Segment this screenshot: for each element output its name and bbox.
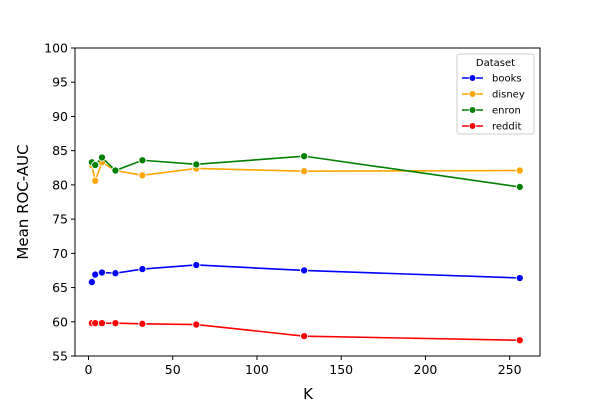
- data-point-enron-7: [515, 182, 524, 191]
- legend: Dataset books disney enron reddit: [456, 53, 535, 135]
- data-point-books-1: [91, 270, 100, 279]
- legend-box: [456, 53, 535, 135]
- y-tick-label: 100: [44, 41, 68, 56]
- y-axis-label: Mean ROC-AUC: [14, 144, 32, 259]
- data-point-reddit-3: [111, 319, 120, 328]
- data-point-reddit-5: [192, 320, 201, 329]
- y-tick-label: 90: [52, 109, 68, 124]
- x-tick-label: 250: [498, 362, 522, 377]
- x-tick-label: 200: [414, 362, 438, 377]
- data-point-disney-1: [91, 176, 100, 185]
- data-point-enron-5: [192, 160, 201, 169]
- legend-label-enron: enron: [492, 106, 521, 117]
- legend-title: Dataset: [476, 58, 515, 69]
- data-point-books-3: [111, 269, 120, 278]
- data-point-enron-3: [111, 166, 120, 175]
- legend-label-reddit: reddit: [492, 122, 522, 133]
- x-tick-label: 100: [245, 362, 269, 377]
- data-point-reddit-1: [91, 319, 100, 328]
- data-point-books-6: [300, 266, 309, 275]
- y-tick-label: 65: [52, 280, 68, 295]
- x-axis-label: K: [303, 385, 314, 400]
- legend-label-disney: disney: [492, 90, 525, 101]
- data-point-books-2: [97, 268, 107, 277]
- data-point-disney-4: [138, 171, 147, 180]
- legend-marker-books: [468, 74, 477, 82]
- data-point-enron-2: [97, 153, 107, 162]
- legend-label-books: books: [492, 74, 522, 85]
- x-tick-label: 50: [165, 362, 181, 377]
- data-point-reddit-4: [138, 319, 147, 328]
- data-point-enron-6: [300, 152, 309, 161]
- data-point-books-0: [87, 278, 96, 287]
- data-point-reddit-2: [97, 319, 107, 328]
- x-tick-label: 0: [85, 362, 93, 377]
- y-tick-label: 60: [52, 314, 68, 329]
- plot-frame: [74, 47, 541, 357]
- y-tick-label: 80: [52, 177, 68, 192]
- data-point-reddit-6: [300, 332, 309, 341]
- legend-marker-disney: [468, 90, 477, 98]
- y-tick-label: 55: [52, 349, 68, 364]
- plot-area: [87, 152, 524, 345]
- y-tick-label: 70: [52, 246, 68, 261]
- data-point-enron-1: [91, 160, 100, 170]
- data-point-reddit-7: [515, 336, 524, 345]
- data-point-disney-7: [515, 166, 524, 175]
- y-tick-label: 95: [52, 75, 68, 90]
- data-point-books-4: [138, 265, 147, 274]
- y-tick-label: 85: [52, 143, 68, 158]
- data-point-books-7: [515, 273, 524, 283]
- data-point-disney-6: [300, 167, 309, 176]
- y-tick-label: 75: [52, 212, 68, 227]
- legend-marker-enron: [468, 106, 477, 114]
- data-point-books-5: [192, 260, 201, 270]
- legend-marker-reddit: [468, 122, 477, 130]
- data-point-enron-4: [138, 156, 147, 165]
- x-tick-label: 150: [329, 362, 353, 377]
- axes: 0 50 100 150 200 250 55 60 65 70 75 80 85 90 95 100: [44, 41, 541, 377]
